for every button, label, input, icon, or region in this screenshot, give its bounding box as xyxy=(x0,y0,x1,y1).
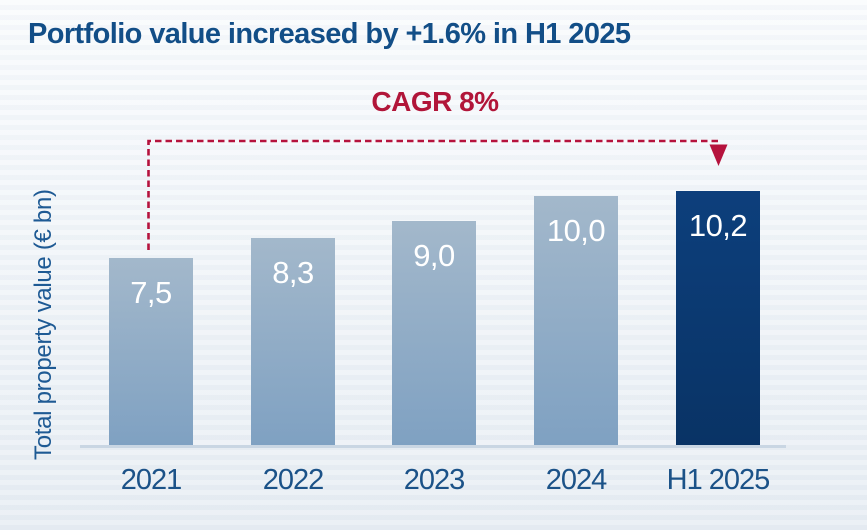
bar-value-label: 9,0 xyxy=(413,238,455,273)
bar-value-label: 10,0 xyxy=(546,213,606,248)
bar-2021: 7,5 xyxy=(109,258,193,445)
x-tick-h1-2025: H1 2025 xyxy=(666,464,771,496)
bar-h1-2025: 10,2 xyxy=(676,191,760,445)
x-tick-2021: 2021 xyxy=(120,464,183,496)
cagr-annotation-label: CAGR 8% xyxy=(371,86,499,117)
bar-value-label: 7,5 xyxy=(130,275,172,310)
y-axis-label: Total property value (€ bn) xyxy=(30,189,57,460)
bar-2024: 10,0 xyxy=(534,196,618,445)
bar-2022: 8,3 xyxy=(251,238,335,445)
x-tick-2024: 2024 xyxy=(545,464,608,496)
chart-title: Portfolio value increased by +1.6% in H1… xyxy=(28,18,631,50)
bar-value-label: 10,2 xyxy=(688,208,748,243)
x-tick-2022: 2022 xyxy=(262,464,325,496)
bar-value-label: 8,3 xyxy=(272,255,314,290)
x-axis-line xyxy=(80,445,786,448)
bar-2023: 9,0 xyxy=(392,221,476,445)
x-tick-2023: 2023 xyxy=(403,464,466,496)
